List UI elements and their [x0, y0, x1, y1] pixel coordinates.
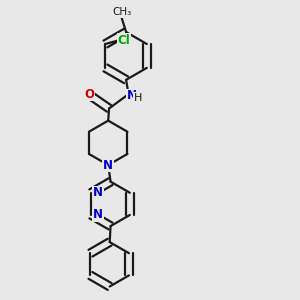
- Text: N: N: [93, 208, 103, 221]
- Text: N: N: [127, 89, 136, 103]
- Text: N: N: [103, 159, 113, 172]
- Text: Cl: Cl: [118, 34, 130, 47]
- Text: N: N: [93, 186, 103, 199]
- Text: H: H: [134, 93, 142, 103]
- Text: O: O: [84, 88, 94, 101]
- Text: CH₃: CH₃: [112, 7, 131, 17]
